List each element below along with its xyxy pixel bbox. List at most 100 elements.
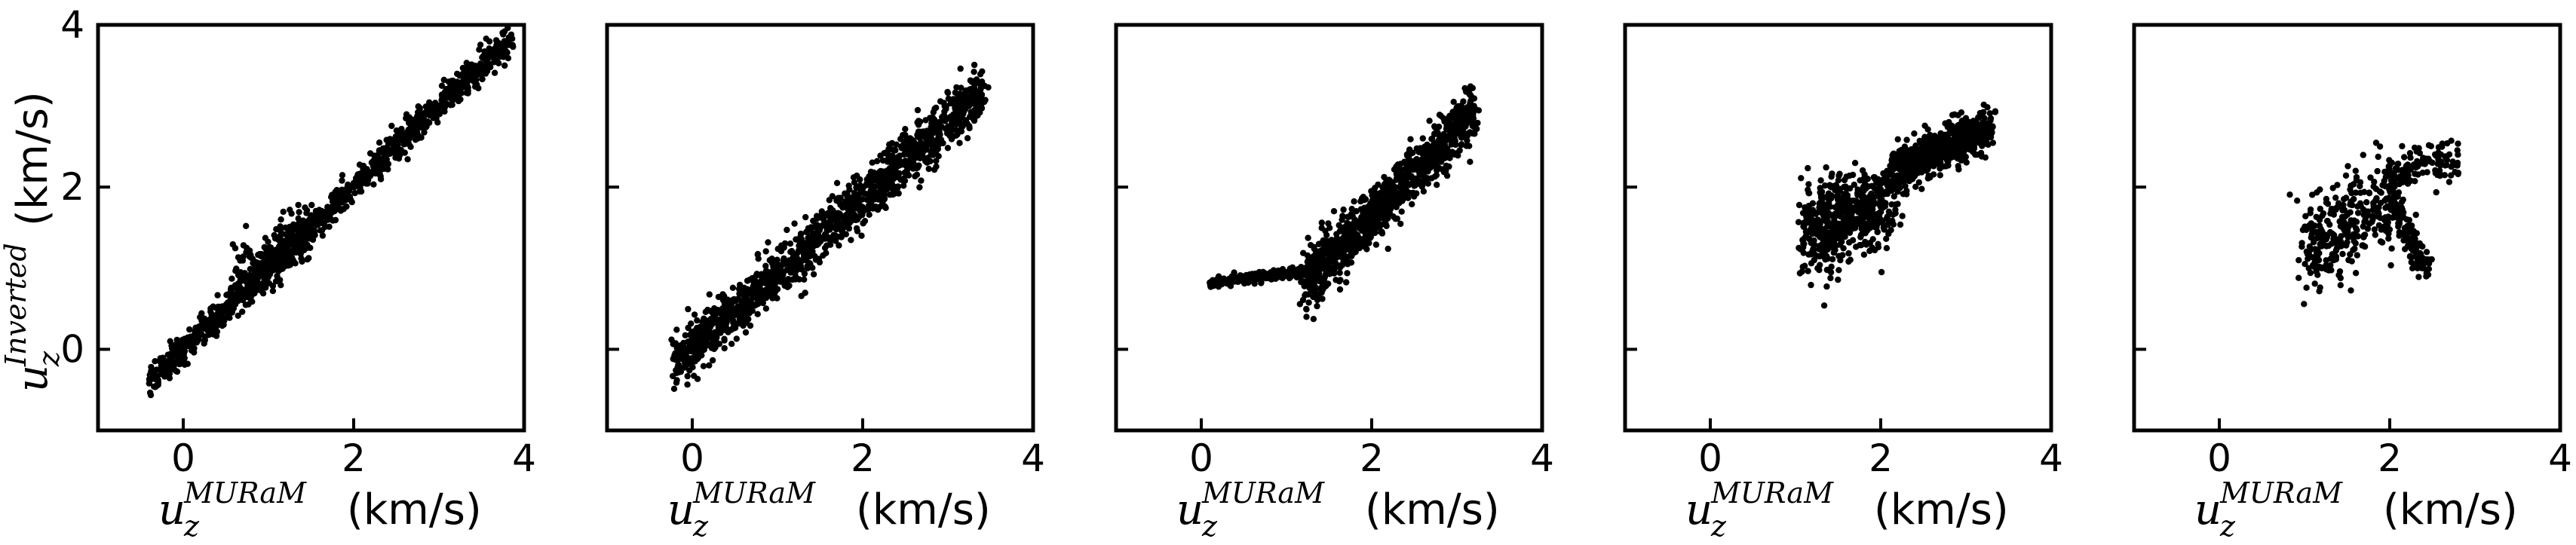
scatter-point — [684, 381, 691, 388]
scatter-point — [377, 176, 385, 182]
x-tick-label: 2 — [851, 436, 875, 480]
x-axis-superscript: MURaM — [1201, 476, 1325, 510]
scatter-point — [1406, 146, 1413, 154]
scatter-point — [818, 208, 826, 215]
scatter-point — [701, 346, 707, 353]
scatter-point — [240, 271, 247, 278]
scatter-point — [1318, 219, 1326, 226]
scatter-point — [421, 129, 428, 136]
scatter-point — [1319, 246, 1326, 253]
scatter-point — [710, 345, 718, 353]
scatter-point — [233, 265, 240, 272]
scatter-point — [1884, 182, 1891, 188]
scatter-point — [1830, 249, 1837, 256]
scatter-point — [351, 190, 358, 197]
x-tick-label: 0 — [680, 436, 704, 480]
scatter-point — [397, 147, 405, 154]
scatter-point — [252, 283, 259, 290]
scatter-point — [350, 179, 357, 186]
scatter-point — [491, 69, 498, 76]
scatter-point — [1412, 158, 1419, 165]
scatter-point — [441, 108, 448, 115]
scatter-point — [1333, 252, 1340, 259]
scatter-point — [222, 303, 230, 311]
scatter-point — [1207, 280, 1213, 286]
scatter-point — [262, 250, 269, 257]
scatter-point — [1422, 143, 1429, 150]
scatter-point — [830, 207, 836, 214]
scatter-point — [973, 97, 980, 105]
scatter-point — [892, 169, 899, 176]
scatter-point — [888, 139, 896, 147]
scatter-point — [759, 299, 766, 307]
scatter-point — [929, 114, 937, 121]
scatter-point — [1863, 241, 1870, 248]
scatter-point — [324, 216, 331, 223]
scatter-point — [201, 337, 208, 344]
scatter-point — [691, 311, 698, 318]
scatter-point — [459, 65, 467, 72]
scatter-point — [239, 257, 247, 264]
scatter-point — [261, 257, 268, 265]
scatter-point — [800, 256, 808, 264]
scatter-point — [376, 147, 383, 154]
scatter-point — [408, 118, 415, 124]
scatter-point — [712, 316, 719, 323]
scatter-point — [688, 329, 696, 337]
scatter-point — [894, 154, 901, 161]
scatter-point — [438, 82, 446, 90]
scatter-point — [706, 362, 713, 369]
scatter-point — [147, 391, 155, 399]
scatter-point — [823, 223, 830, 230]
scatter-point — [1845, 250, 1852, 257]
x-axis-superscript: MURaM — [183, 476, 307, 510]
x-axis-unit: (km/s) — [856, 485, 991, 534]
scatter-point — [287, 262, 293, 268]
scatter-point — [950, 120, 958, 127]
scatter-point — [1368, 188, 1375, 194]
scatter-point — [968, 78, 975, 85]
scatter-point — [1385, 245, 1391, 253]
scatter-point — [483, 35, 489, 42]
scatter-point — [274, 272, 281, 280]
scatter-point — [457, 81, 464, 88]
scatter-point — [823, 250, 830, 256]
scatter-point — [1372, 241, 1380, 248]
scatter-point — [1795, 219, 1802, 225]
scatter-point — [1894, 201, 1901, 207]
scatter-point — [1458, 142, 1464, 148]
scatter-point — [698, 339, 705, 347]
scatter-point — [1796, 270, 1804, 277]
scatter-point — [909, 165, 917, 172]
scatter-point — [882, 173, 888, 180]
scatter-point — [167, 353, 173, 360]
scatter-point — [305, 228, 312, 234]
scatter-point — [670, 355, 676, 363]
x-axis-subscript: z — [1201, 510, 1218, 543]
scatter-point — [184, 360, 191, 367]
scatter-point — [1421, 164, 1428, 172]
scatter-point — [1407, 136, 1414, 142]
y-axis-superscript: Inverted — [0, 243, 32, 367]
scatter-point — [707, 341, 715, 348]
x-axis-subscript: z — [692, 510, 709, 543]
y-axis-symbol: u — [8, 365, 57, 392]
scatter-point — [463, 60, 470, 66]
scatter-point — [281, 250, 288, 257]
scatter-point — [1432, 124, 1440, 131]
scatter-point — [340, 194, 347, 201]
scatter-point — [1878, 268, 1885, 276]
scatter-point — [765, 239, 771, 246]
scatter-point — [846, 186, 853, 193]
y-tick-label: 4 — [60, 3, 84, 47]
scatter-point — [490, 59, 498, 66]
scatter-point — [733, 335, 740, 342]
scatter-point — [1340, 206, 1347, 213]
scatter-points — [146, 24, 517, 399]
scatter-point — [721, 292, 728, 299]
scatter-point — [432, 100, 439, 106]
scatter-point — [1924, 175, 1931, 182]
